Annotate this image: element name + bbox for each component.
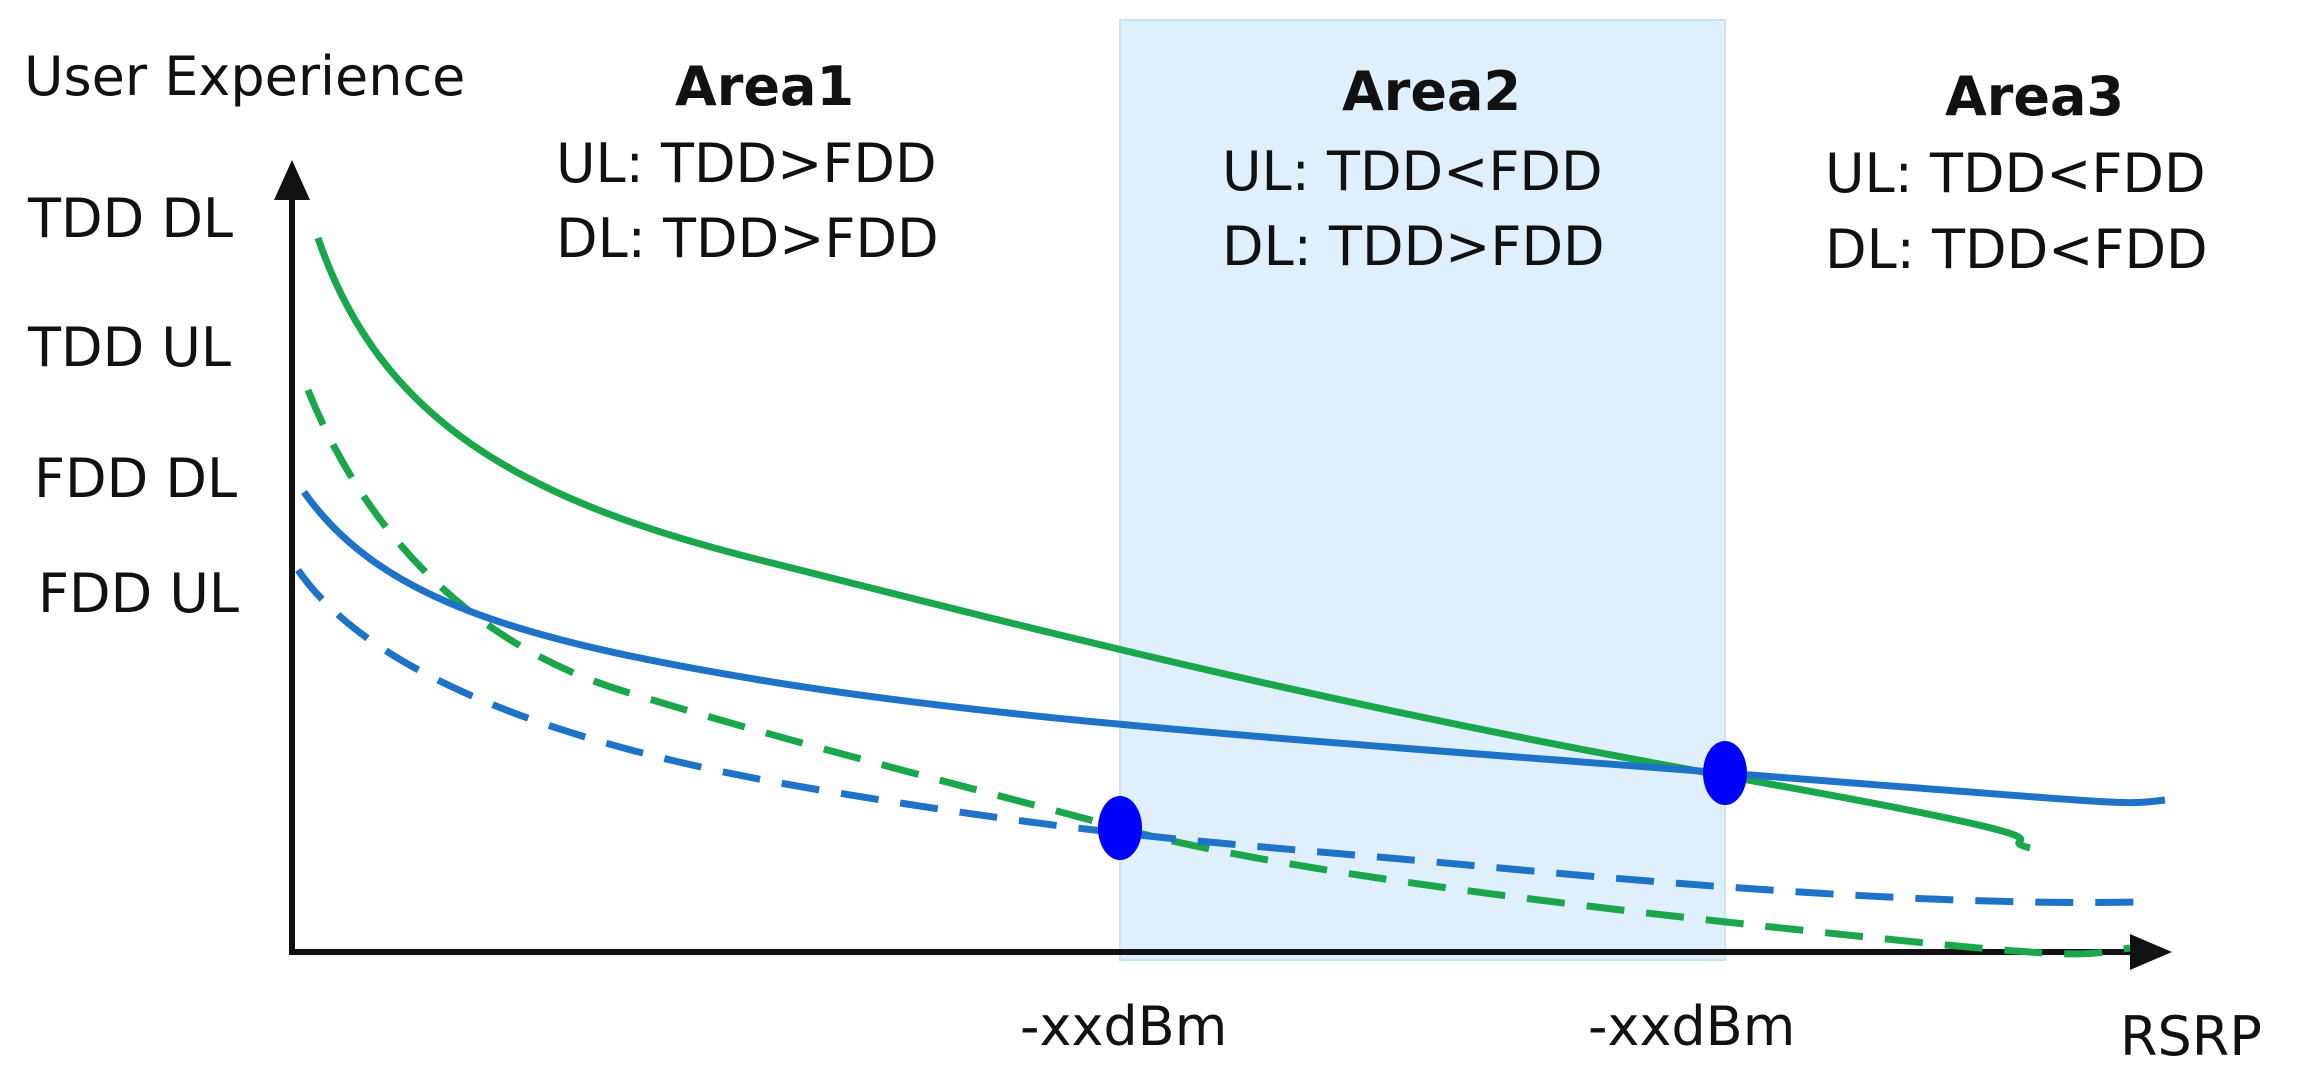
y-tick-label-fdd-dl: FDD DL xyxy=(34,447,237,510)
region-title: Area1 xyxy=(675,55,854,118)
region-ul-rule: UL: TDD<FDD xyxy=(1222,140,1603,203)
region-title: Area2 xyxy=(1342,60,1521,123)
highlight-band-area2 xyxy=(1119,19,1726,961)
region-ul-rule: UL: TDD>FDD xyxy=(556,132,937,195)
region-area1: Area1 UL: TDD>FDD DL: TDD>FDD xyxy=(556,55,939,270)
x-tick-label-2: -xxdBm xyxy=(1588,995,1795,1058)
intersection-marker-1 xyxy=(1098,796,1142,860)
x-tick-label-1: -xxdBm xyxy=(1020,995,1227,1058)
intersection-marker-2 xyxy=(1703,741,1747,805)
region-area2: Area2 UL: TDD<FDD DL: TDD>FDD xyxy=(1222,60,1605,278)
y-tick-label-fdd-ul: FDD UL xyxy=(38,562,239,625)
region-title: Area3 xyxy=(1945,65,2124,128)
y-tick-label-tdd-ul: TDD UL xyxy=(27,316,231,379)
x-axis-label: RSRP xyxy=(2120,1005,2262,1068)
region-dl-rule: DL: TDD<FDD xyxy=(1825,218,2208,281)
y-tick-label-tdd-dl: TDD DL xyxy=(27,187,233,250)
series-line-1 xyxy=(314,236,2031,852)
region-dl-rule: DL: TDD>FDD xyxy=(1222,215,1605,278)
y-axis-arrow xyxy=(274,160,310,200)
region-dl-rule: DL: TDD>FDD xyxy=(556,207,939,270)
region-area3: Area3 UL: TDD<FDD DL: TDD<FDD xyxy=(1825,65,2208,281)
axes xyxy=(274,160,2172,970)
region-ul-rule: UL: TDD<FDD xyxy=(1825,142,2206,205)
series-line-4 xyxy=(295,568,2141,907)
y-axis-label: User Experience xyxy=(24,45,465,108)
x-axis-arrow xyxy=(2130,934,2172,970)
series-line-3 xyxy=(301,489,2166,807)
